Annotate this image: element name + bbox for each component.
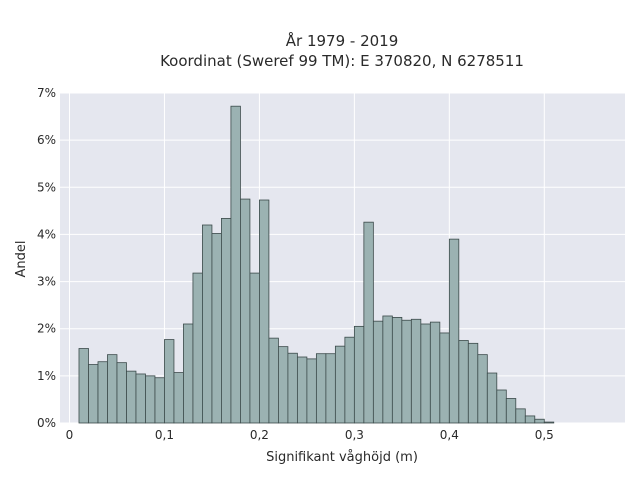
histogram-bar xyxy=(230,105,241,424)
histogram-bar xyxy=(88,364,99,424)
histogram-bar xyxy=(543,421,555,424)
y-tick-label: 7% xyxy=(37,86,56,100)
histogram-bar xyxy=(334,345,346,424)
x-tick-label: 0 xyxy=(66,428,74,442)
histogram-bar xyxy=(429,321,441,424)
chart-title-line1: År 1979 - 2019 xyxy=(286,31,399,50)
histogram-bar xyxy=(211,233,222,424)
histogram-bar xyxy=(240,198,251,424)
chart-title-line2: Koordinat (Sweref 99 TM): E 370820, N 62… xyxy=(160,52,524,70)
histogram-bar xyxy=(524,415,536,424)
histogram-bar xyxy=(315,353,327,424)
histogram-bar xyxy=(306,358,317,424)
histogram-bar xyxy=(477,354,488,424)
histogram-bar xyxy=(401,319,412,424)
y-axis-ticks: 0% 1% 2% 3% 4% 5% 6% 7% xyxy=(37,86,56,430)
histogram-bar xyxy=(363,221,374,424)
histogram-bar xyxy=(249,272,260,424)
y-tick-label: 1% xyxy=(37,369,56,383)
histogram-bar xyxy=(505,398,517,424)
histogram-bars xyxy=(78,105,555,424)
histogram-bar xyxy=(97,361,108,424)
histogram-bar xyxy=(534,418,545,424)
y-tick-label: 4% xyxy=(37,227,56,241)
histogram-bar xyxy=(202,224,213,424)
y-tick-label: 0% xyxy=(37,416,56,430)
y-tick-label: 5% xyxy=(37,180,56,194)
histogram-bar xyxy=(515,408,526,424)
histogram-bar xyxy=(344,336,355,424)
histogram-bar xyxy=(296,356,308,424)
histogram-bar xyxy=(221,217,232,424)
histogram-bar xyxy=(467,342,479,424)
histogram-bar xyxy=(78,348,89,424)
x-axis-title: Signifikant våghöjd (m) xyxy=(266,450,418,465)
histogram-bar xyxy=(391,316,403,424)
histogram-bar xyxy=(287,352,298,424)
histogram-bar xyxy=(325,353,336,424)
x-axis-ticks: 0 0,1 0,2 0,3 0,4 0,5 xyxy=(66,428,554,442)
histogram-bar xyxy=(259,199,270,424)
histogram-bar xyxy=(135,373,146,424)
y-tick-label: 2% xyxy=(37,322,56,336)
histogram-bar xyxy=(496,389,507,424)
x-tick-label: 0,2 xyxy=(250,428,269,442)
histogram-bar xyxy=(420,323,431,424)
y-tick-label: 6% xyxy=(37,133,56,147)
histogram-bar xyxy=(486,372,498,424)
histogram-bar xyxy=(448,238,460,424)
histogram-bar xyxy=(116,362,127,424)
histogram-bar xyxy=(107,354,118,424)
histogram-bar xyxy=(439,332,450,424)
x-tick-label: 0,5 xyxy=(535,428,554,442)
histogram-bar xyxy=(154,377,165,424)
histogram-bar xyxy=(164,339,175,424)
histogram-bar xyxy=(268,337,279,424)
x-tick-label: 0,4 xyxy=(440,428,459,442)
histogram-bar xyxy=(458,340,469,424)
histogram-bar xyxy=(145,375,156,424)
histogram-bar xyxy=(183,323,194,424)
histogram-bar xyxy=(278,346,289,424)
x-tick-label: 0,1 xyxy=(155,428,174,442)
histogram-bar xyxy=(173,372,184,424)
histogram-bar xyxy=(372,320,384,424)
histogram-bar xyxy=(382,315,393,424)
histogram-bar xyxy=(410,318,422,424)
y-axis-title: Andel xyxy=(14,241,29,278)
histogram-bar xyxy=(353,325,365,424)
histogram-bar xyxy=(126,370,137,424)
y-tick-label: 3% xyxy=(37,275,56,289)
histogram-bar xyxy=(192,272,203,424)
x-tick-label: 0,3 xyxy=(345,428,364,442)
